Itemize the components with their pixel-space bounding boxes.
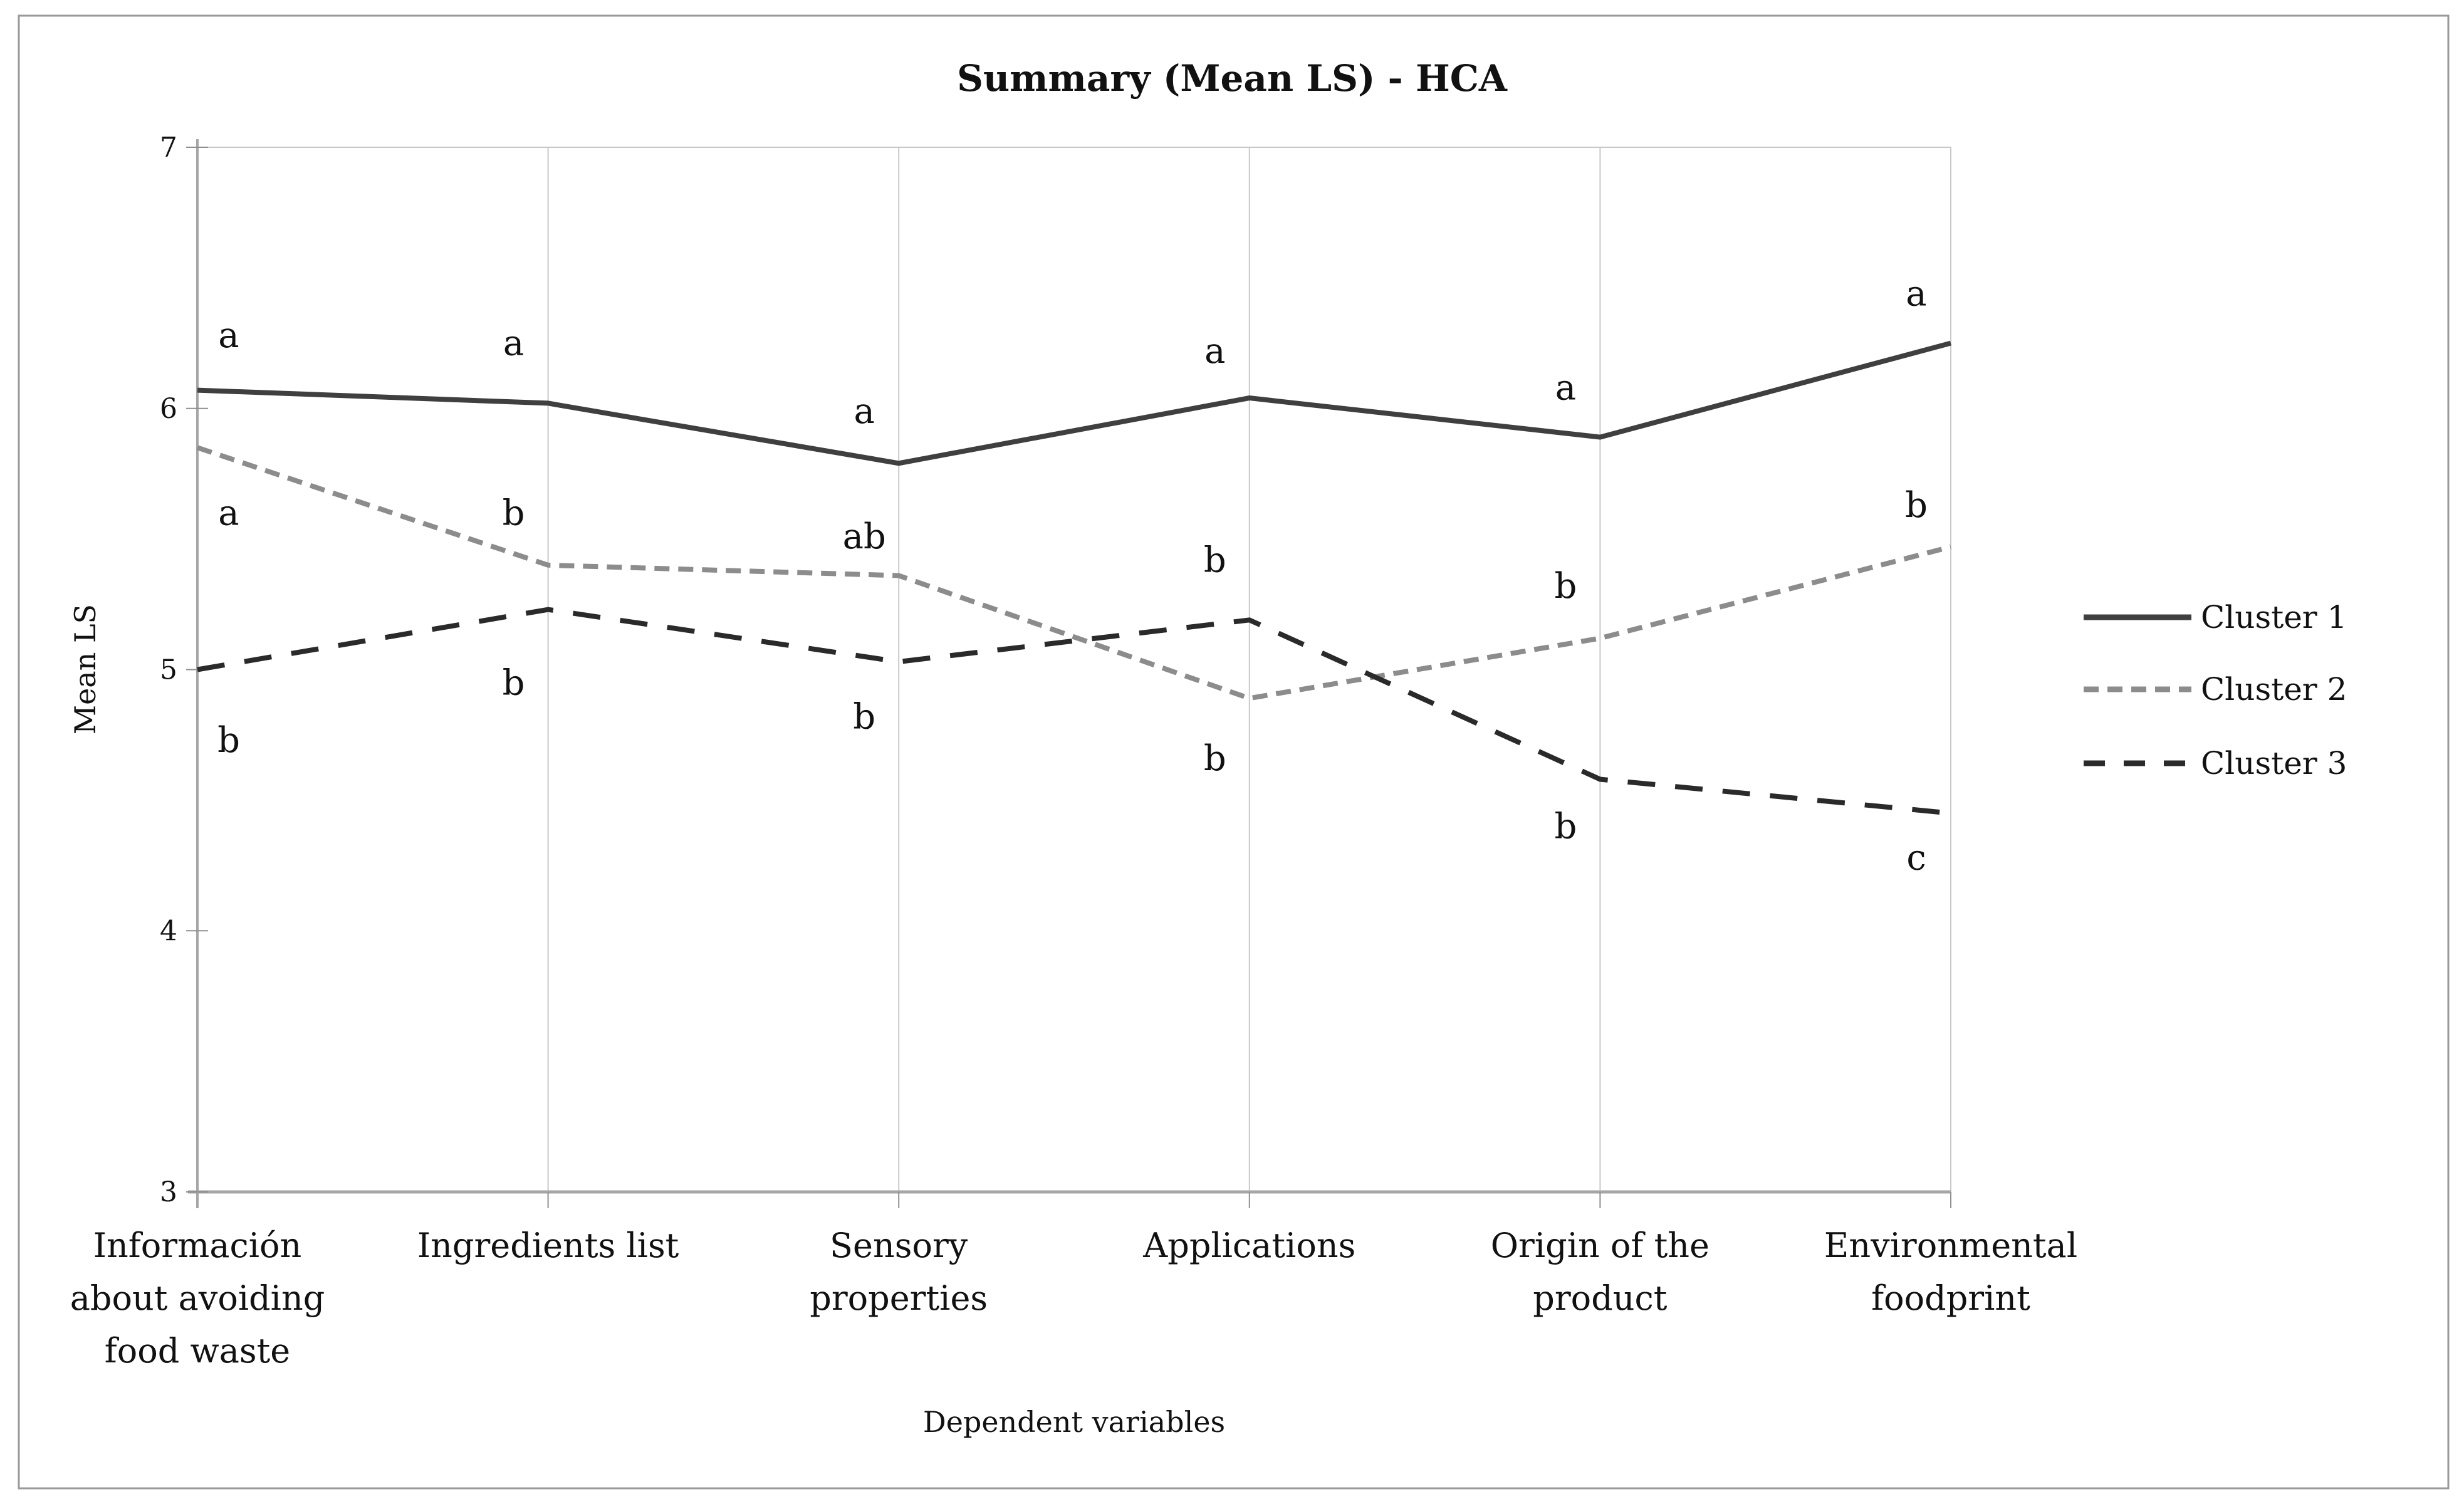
legend-item: Cluster 1 bbox=[2084, 599, 2347, 635]
y-tick-label: 4 bbox=[160, 915, 177, 947]
chart-outer-border bbox=[18, 14, 2450, 1490]
y-tick-label: 5 bbox=[160, 654, 177, 686]
y-tick-label: 6 bbox=[160, 393, 177, 425]
significance-letter: a bbox=[218, 493, 239, 533]
y-axis-title: Mean LS bbox=[68, 604, 102, 734]
category-label: properties bbox=[810, 1278, 988, 1318]
significance-letter: b bbox=[853, 697, 875, 738]
significance-letter: b bbox=[503, 662, 525, 703]
significance-letter: a bbox=[1555, 367, 1576, 408]
category-label: Sensory bbox=[830, 1226, 968, 1265]
chart-title: Summary (Mean LS) - HCA bbox=[957, 57, 1508, 100]
significance-letter: b bbox=[217, 720, 240, 761]
significance-letter: a bbox=[503, 323, 524, 364]
series-line-cluster-2 bbox=[196, 445, 1952, 701]
significance-letter: b bbox=[1204, 738, 1226, 779]
y-tick-label: 3 bbox=[160, 1176, 177, 1208]
legend-item: Cluster 3 bbox=[2084, 745, 2347, 781]
category-label: foodprint bbox=[1871, 1278, 2030, 1318]
significance-letter: b bbox=[1905, 485, 1928, 526]
legend-label: Cluster 2 bbox=[2201, 671, 2347, 708]
significance-letter: ab bbox=[843, 516, 886, 557]
significance-letter: b bbox=[503, 493, 525, 533]
significance-letter: b bbox=[1554, 807, 1577, 847]
significance-letter: c bbox=[1906, 838, 1926, 879]
category-label: Environmental bbox=[1824, 1226, 2077, 1265]
x-axis-title: Dependent variables bbox=[923, 1405, 1225, 1439]
significance-letter: a bbox=[1204, 331, 1225, 372]
category-label: Origin of the bbox=[1491, 1226, 1710, 1265]
category-label: Applications bbox=[1142, 1226, 1355, 1265]
category-label: Información bbox=[93, 1226, 302, 1265]
legend-label: Cluster 1 bbox=[2201, 599, 2347, 635]
series-line-cluster-1 bbox=[197, 340, 1952, 466]
significance-letter: a bbox=[854, 391, 875, 432]
category-label: food waste bbox=[105, 1331, 291, 1371]
significance-letter: a bbox=[1906, 273, 1926, 314]
category-label: Ingredients list bbox=[417, 1226, 679, 1265]
significance-letter: a bbox=[218, 315, 239, 356]
category-label: about avoiding bbox=[70, 1278, 325, 1318]
legend-item: Cluster 2 bbox=[2084, 671, 2347, 708]
significance-letter: b bbox=[1554, 566, 1577, 607]
y-tick-label: 7 bbox=[160, 132, 177, 164]
series-line-cluster-3 bbox=[197, 607, 1951, 816]
legend-label: Cluster 3 bbox=[2201, 745, 2347, 781]
chart-plot-generated: 34567aababbaabbabbabbabcInformaciónabout… bbox=[70, 132, 2347, 1371]
significance-letter: b bbox=[1204, 540, 1226, 580]
category-label: product bbox=[1533, 1278, 1667, 1318]
